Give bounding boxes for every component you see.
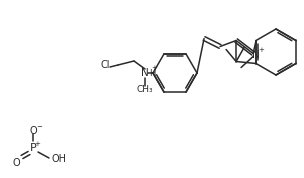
Text: H: H <box>149 69 155 77</box>
Text: O: O <box>12 158 20 168</box>
Text: N: N <box>141 68 149 78</box>
Text: −: − <box>36 124 42 130</box>
Text: +: + <box>258 46 264 53</box>
Text: O: O <box>29 126 37 136</box>
Text: N: N <box>252 49 260 59</box>
Text: OH: OH <box>51 154 66 164</box>
Text: P: P <box>29 143 36 153</box>
Text: +: + <box>34 141 40 147</box>
Text: Cl: Cl <box>101 60 110 70</box>
Text: CH₃: CH₃ <box>137 85 153 93</box>
Text: +: + <box>151 65 157 71</box>
